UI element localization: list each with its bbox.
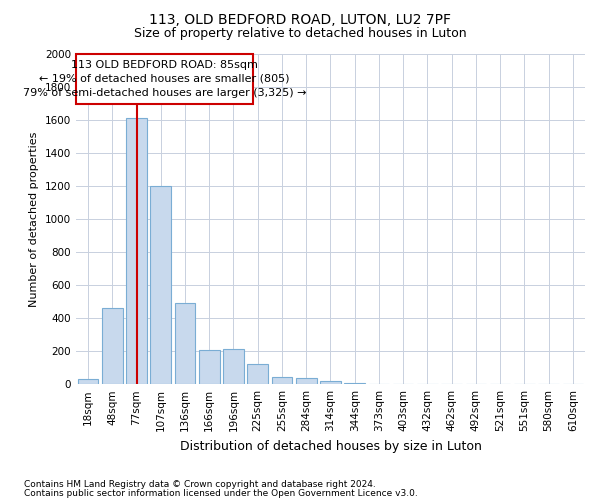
Text: ← 19% of detached houses are smaller (805): ← 19% of detached houses are smaller (80…	[39, 74, 290, 84]
Text: 113 OLD BEDFORD ROAD: 85sqm: 113 OLD BEDFORD ROAD: 85sqm	[71, 60, 258, 70]
Bar	[247, 364, 268, 384]
Bar	[102, 308, 122, 384]
Bar	[272, 377, 292, 384]
Text: Contains public sector information licensed under the Open Government Licence v3: Contains public sector information licen…	[24, 489, 418, 498]
X-axis label: Distribution of detached houses by size in Luton: Distribution of detached houses by size …	[179, 440, 481, 452]
Text: 79% of semi-detached houses are larger (3,325) →: 79% of semi-detached houses are larger (…	[23, 88, 306, 98]
Bar	[151, 186, 171, 384]
Y-axis label: Number of detached properties: Number of detached properties	[29, 132, 39, 307]
Text: 113, OLD BEDFORD ROAD, LUTON, LU2 7PF: 113, OLD BEDFORD ROAD, LUTON, LU2 7PF	[149, 12, 451, 26]
Bar	[344, 382, 365, 384]
Bar	[320, 381, 341, 384]
Bar	[296, 378, 317, 384]
Bar	[126, 118, 147, 384]
Bar	[223, 348, 244, 384]
Text: Size of property relative to detached houses in Luton: Size of property relative to detached ho…	[134, 28, 466, 40]
Bar	[175, 304, 196, 384]
Text: Contains HM Land Registry data © Crown copyright and database right 2024.: Contains HM Land Registry data © Crown c…	[24, 480, 376, 489]
Bar	[78, 379, 98, 384]
Bar	[199, 350, 220, 384]
FancyBboxPatch shape	[76, 54, 253, 104]
